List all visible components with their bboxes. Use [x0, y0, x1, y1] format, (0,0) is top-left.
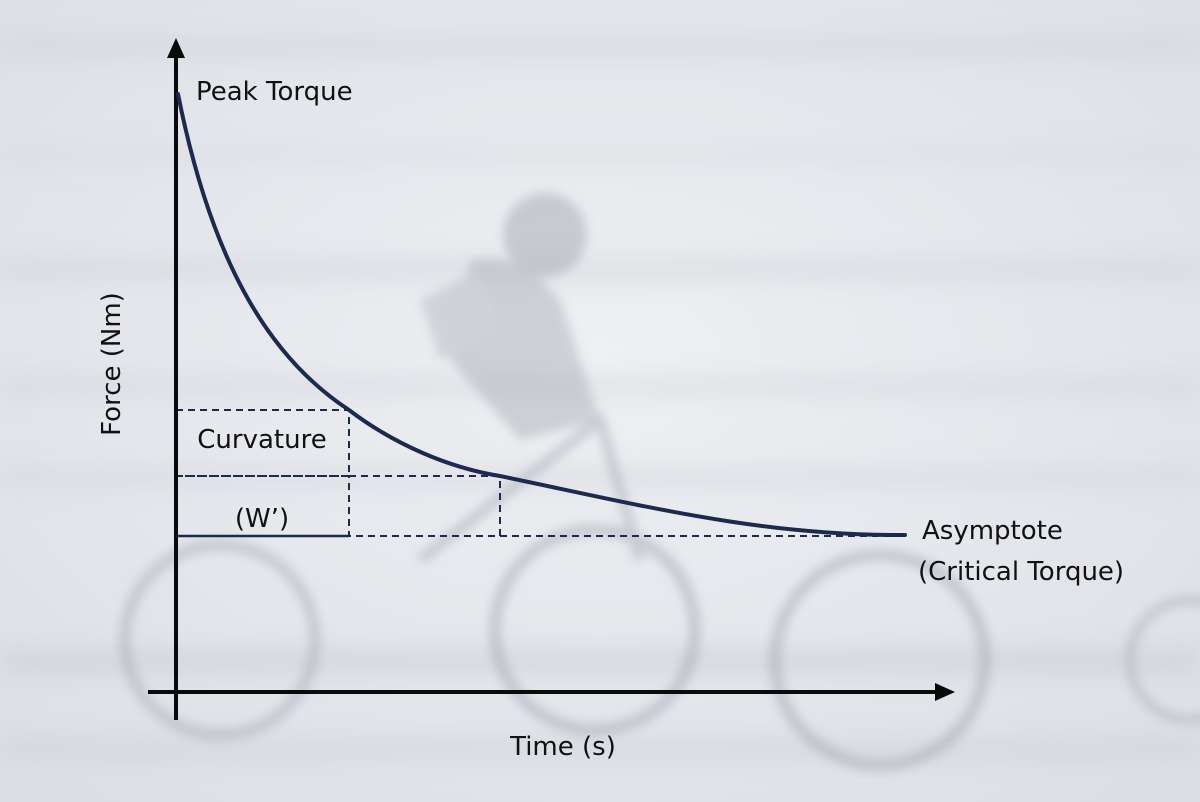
- critical-torque-label: (Critical Torque): [918, 557, 1124, 587]
- axes: [148, 38, 955, 720]
- curvature-label: Curvature: [197, 425, 326, 455]
- wprime-box-right: [348, 475, 501, 537]
- x-axis-arrowhead: [935, 683, 955, 701]
- cyclist-silhouette: [119, 193, 1200, 771]
- y-axis-title: Force (Nm): [97, 292, 127, 436]
- torque-decay-curve: [176, 92, 907, 538]
- y-axis-arrowhead: [167, 38, 185, 58]
- asymptote-label: Asymptote: [922, 516, 1063, 546]
- x-axis-title: Time (s): [509, 732, 616, 762]
- peak-torque-label: Peak Torque: [196, 77, 353, 107]
- wprime-label: (W’): [235, 504, 289, 534]
